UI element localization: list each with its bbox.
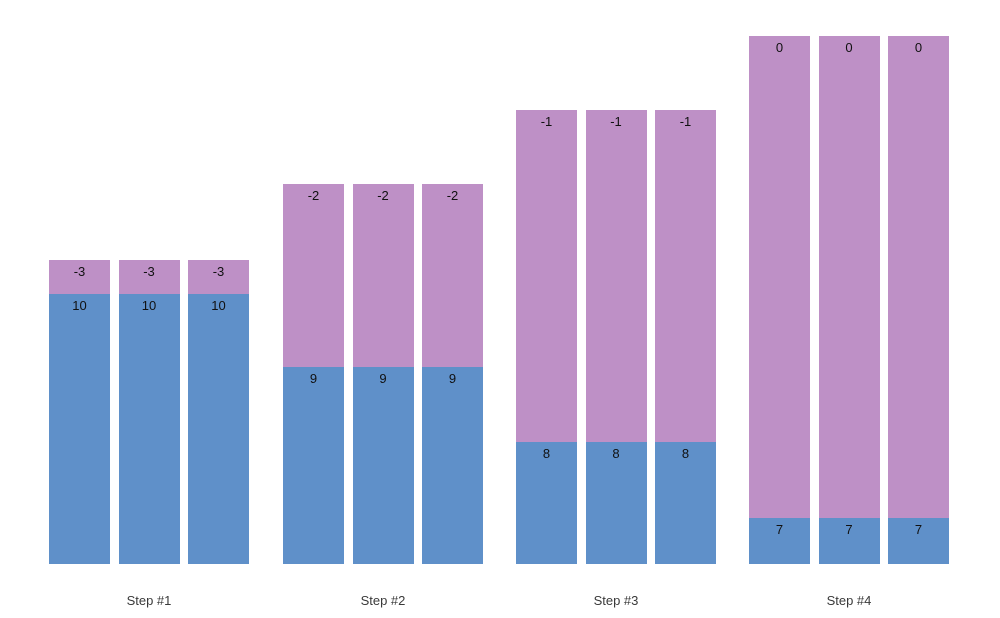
bar-row: 0 7 0 7 0 7 <box>749 36 949 564</box>
bar-group-step-2: -2 9 -2 9 -2 9 Step #2 <box>283 184 483 608</box>
stacked-bar: -1 8 <box>655 110 716 564</box>
blue-value-label: 10 <box>141 298 157 313</box>
blue-value-label: 9 <box>379 371 387 386</box>
purple-value-label: 0 <box>914 40 923 55</box>
bar-segment-blue: 10 <box>49 294 110 564</box>
x-axis-category-label: Step #1 <box>126 593 172 608</box>
purple-value-label: -2 <box>307 188 320 203</box>
bar-segment-purple: -2 <box>422 184 483 367</box>
stacked-bar: -2 9 <box>283 184 344 564</box>
purple-value-label: -1 <box>679 114 692 129</box>
bar-segment-purple: -2 <box>283 184 344 367</box>
blue-value-label: 10 <box>72 298 87 313</box>
bar-segment-purple: 0 <box>888 36 949 518</box>
bar-segment-blue: 9 <box>352 367 414 564</box>
bar-segment-blue: 7 <box>818 518 880 564</box>
stacked-bar: -3 10 <box>49 260 110 564</box>
blue-value-label: 9 <box>448 371 457 386</box>
blue-value-label: 8 <box>542 446 551 461</box>
purple-value-label: -3 <box>212 264 225 279</box>
bar-segment-purple: -3 <box>118 260 180 294</box>
bar-segment-purple: -3 <box>188 260 249 294</box>
stacked-bar: -3 10 <box>118 260 180 564</box>
stacked-bar: -2 9 <box>352 184 414 564</box>
bar-segment-purple: 0 <box>749 36 810 518</box>
blue-value-label: 8 <box>681 446 690 461</box>
blue-value-label: 9 <box>309 371 318 386</box>
blue-value-label: 8 <box>612 446 620 461</box>
bar-group-step-1: -3 10 -3 10 -3 10 Step #1 <box>49 260 249 608</box>
purple-value-label: -1 <box>610 114 622 129</box>
stacked-bar: -1 8 <box>585 110 647 564</box>
x-axis-category-label: Step #3 <box>593 593 639 608</box>
bar-row: -2 9 -2 9 -2 9 <box>283 184 483 564</box>
purple-value-label: 0 <box>775 40 784 55</box>
purple-value-label: -1 <box>540 114 553 129</box>
bar-segment-blue: 9 <box>422 367 483 564</box>
x-axis-category-label: Step #4 <box>826 593 872 608</box>
stacked-bar: 0 7 <box>888 36 949 564</box>
stacked-bar: 0 7 <box>818 36 880 564</box>
purple-value-label: -2 <box>446 188 459 203</box>
bar-segment-blue: 8 <box>655 442 716 564</box>
stacked-bar: -1 8 <box>516 110 577 564</box>
x-axis-category-label: Step #2 <box>360 593 406 608</box>
blue-value-label: 7 <box>775 522 784 537</box>
purple-value-label: 0 <box>845 40 853 55</box>
stacked-bar: -3 10 <box>188 260 249 564</box>
bar-segment-purple: -2 <box>352 184 414 367</box>
bar-segment-blue: 9 <box>283 367 344 564</box>
stacked-bar: 0 7 <box>749 36 810 564</box>
blue-value-label: 10 <box>211 298 226 313</box>
stacked-bar: -2 9 <box>422 184 483 564</box>
blue-value-label: 7 <box>845 522 853 537</box>
bar-group-step-4: 0 7 0 7 0 7 Step #4 <box>749 36 949 608</box>
bar-segment-blue: 10 <box>118 294 180 564</box>
bar-segment-blue: 10 <box>188 294 249 564</box>
bar-row: -1 8 -1 8 -1 8 <box>516 110 716 564</box>
purple-value-label: -3 <box>73 264 86 279</box>
bar-segment-blue: 8 <box>516 442 577 564</box>
bar-row: -3 10 -3 10 -3 10 <box>49 260 249 564</box>
purple-value-label: -2 <box>377 188 389 203</box>
bar-segment-purple: -3 <box>49 260 110 294</box>
blue-value-label: 7 <box>914 522 923 537</box>
bar-segment-purple: -1 <box>516 110 577 442</box>
bar-group-step-3: -1 8 -1 8 -1 8 Step #3 <box>516 110 716 608</box>
purple-value-label: -3 <box>143 264 155 279</box>
bar-segment-blue: 7 <box>749 518 810 564</box>
bar-segment-purple: -1 <box>585 110 647 442</box>
bar-segment-blue: 7 <box>888 518 949 564</box>
bar-segment-purple: -1 <box>655 110 716 442</box>
bar-segment-blue: 8 <box>585 442 647 564</box>
bar-segment-purple: 0 <box>818 36 880 518</box>
